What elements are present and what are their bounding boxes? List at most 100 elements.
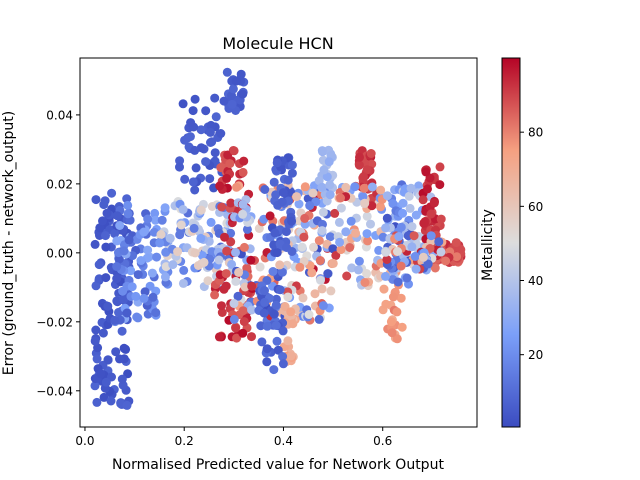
data-point <box>396 293 406 303</box>
data-point <box>143 214 153 224</box>
data-point <box>259 308 269 318</box>
x-tick-label: 0.4 <box>274 434 293 448</box>
data-point <box>280 302 290 311</box>
data-point <box>115 354 124 364</box>
data-point <box>188 177 198 187</box>
data-point <box>407 222 417 232</box>
data-point <box>309 242 318 252</box>
data-point <box>139 227 149 237</box>
data-point <box>363 236 373 246</box>
data-point <box>228 84 238 94</box>
data-point <box>322 172 332 182</box>
data-point <box>287 216 297 226</box>
data-point <box>314 236 324 246</box>
data-point <box>119 295 129 304</box>
data-point <box>272 158 282 168</box>
data-point <box>300 182 310 192</box>
data-point <box>233 291 243 301</box>
colorbar-label: Metallicity <box>480 209 496 281</box>
data-point <box>292 192 302 202</box>
data-point <box>300 213 310 223</box>
data-point <box>345 243 355 252</box>
data-point <box>178 99 188 109</box>
colorbar-tick-label: 20 <box>528 348 543 362</box>
data-point <box>436 247 446 257</box>
colorbar-tick-label: 60 <box>528 200 543 214</box>
data-point <box>143 245 153 255</box>
data-point <box>374 245 384 255</box>
data-point <box>441 256 451 266</box>
data-point <box>247 281 257 291</box>
data-point <box>419 218 429 228</box>
data-point <box>265 211 275 221</box>
data-point <box>359 183 369 193</box>
data-point <box>112 236 122 246</box>
data-point <box>330 208 340 218</box>
data-point <box>151 308 161 318</box>
data-point <box>186 118 196 128</box>
data-point <box>271 190 281 200</box>
data-point <box>215 181 225 191</box>
data-point <box>160 272 170 282</box>
data-point <box>247 332 256 342</box>
data-point <box>197 251 207 260</box>
data-point <box>238 328 248 338</box>
data-point <box>287 247 297 256</box>
data-point <box>173 247 183 257</box>
data-point <box>278 188 288 198</box>
data-point <box>362 229 372 239</box>
data-point <box>101 231 110 241</box>
data-point <box>269 309 279 319</box>
data-point <box>360 198 370 208</box>
data-point <box>122 194 132 204</box>
data-point <box>283 292 293 302</box>
data-point <box>336 203 346 213</box>
data-point <box>178 278 188 288</box>
data-point <box>387 328 397 338</box>
data-point <box>232 333 242 343</box>
data-point <box>191 163 201 173</box>
data-point <box>90 336 100 346</box>
data-point <box>421 167 431 177</box>
data-point <box>295 262 305 272</box>
data-point <box>262 321 272 331</box>
data-point <box>376 202 385 212</box>
data-point <box>362 211 372 221</box>
data-point <box>122 400 132 410</box>
data-point <box>91 325 101 335</box>
data-point <box>96 369 106 379</box>
data-point <box>117 326 127 336</box>
data-point <box>220 232 229 242</box>
data-point <box>392 307 402 317</box>
data-point <box>405 203 415 213</box>
data-point <box>406 183 416 193</box>
data-point <box>335 237 345 247</box>
data-point <box>99 392 109 402</box>
x-tick-label: 0.6 <box>373 434 392 448</box>
data-point <box>287 168 297 178</box>
data-point <box>430 263 440 273</box>
data-point <box>325 180 335 190</box>
data-point <box>270 228 280 238</box>
data-point <box>106 396 116 406</box>
data-point <box>402 273 412 283</box>
data-point <box>190 94 200 104</box>
data-point <box>231 247 240 257</box>
data-point <box>114 307 123 317</box>
data-point <box>359 172 368 182</box>
data-point <box>205 127 215 137</box>
data-point <box>310 289 320 299</box>
data-point <box>238 306 248 316</box>
data-point <box>122 308 132 318</box>
data-point <box>316 275 325 285</box>
data-point <box>214 332 224 342</box>
data-point <box>110 229 120 239</box>
data-point <box>176 220 186 230</box>
plot-frame <box>79 57 478 428</box>
data-point <box>418 252 428 262</box>
data-point <box>226 198 236 208</box>
chart-title: Molecule HCN <box>222 34 333 53</box>
data-point <box>214 255 224 265</box>
data-point <box>117 374 127 384</box>
colorbar-tick-label: 80 <box>528 126 543 140</box>
